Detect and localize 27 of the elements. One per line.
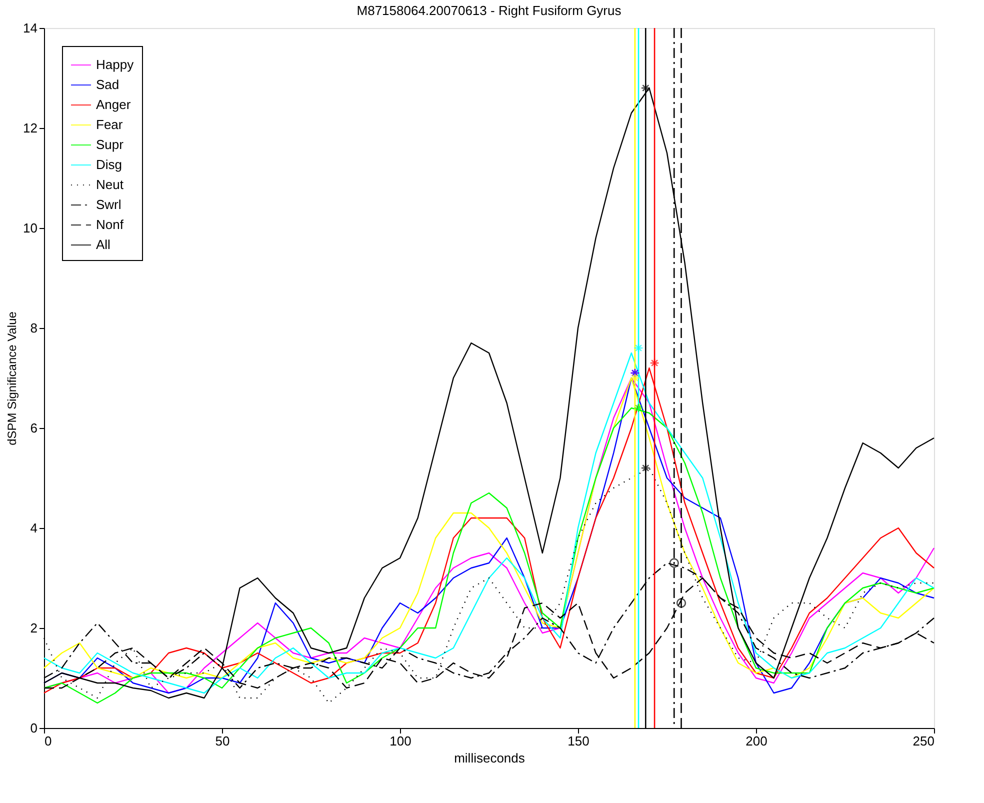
legend-label: Swrl — [96, 197, 122, 212]
y-tick-label: 0 — [30, 720, 38, 736]
x-tick-label: 250 — [912, 734, 934, 748]
x-axis-title: milliseconds — [454, 750, 526, 766]
x-tick-label: 150 — [568, 734, 590, 748]
x-tick-label: 200 — [746, 734, 768, 748]
legend-label: Anger — [96, 97, 132, 112]
x-tick-label: 0 — [44, 734, 52, 748]
y-tick-label: 8 — [30, 320, 38, 336]
chart-title: M87158064.20070613 - Right Fusiform Gyrus — [356, 3, 622, 18]
legend-label: Supr — [96, 137, 124, 152]
y-tick-label: 6 — [30, 420, 38, 436]
legend-label: Nonf — [96, 217, 124, 232]
y-tick-label: 2 — [30, 620, 38, 636]
y-tick-label: 14 — [23, 20, 38, 36]
x-tick-label: 50 — [215, 734, 230, 748]
legend-label: All — [96, 237, 111, 252]
legend-label: Sad — [96, 77, 120, 92]
y-tick-label: 10 — [23, 220, 38, 236]
legend-label: Disg — [96, 157, 122, 172]
y-axis-title: dSPM Significance Value — [5, 311, 20, 446]
y-tick-label: 12 — [23, 120, 38, 136]
legend-label: Neut — [96, 177, 124, 192]
x-tick-label: 100 — [390, 734, 412, 748]
y-tick-label: 4 — [30, 520, 38, 536]
legend-label: Happy — [96, 57, 134, 72]
legend-label: Fear — [96, 117, 124, 132]
